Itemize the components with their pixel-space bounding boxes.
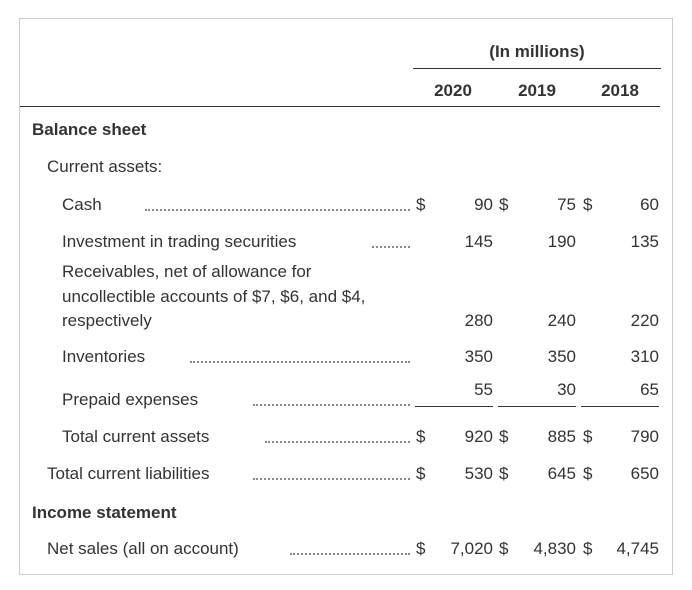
row-label: Prepaid expenses [62,390,199,409]
leader-dots [145,209,410,211]
leader-dots [190,361,410,363]
currency-sign: $ [499,539,509,558]
row-label: Balance sheet [32,120,147,139]
leader-dots [253,478,410,480]
amount: 135 [630,232,659,251]
amount: 530 [464,464,493,483]
row-label: Receivables, net of allowance for [62,262,312,281]
amount: 30 [557,380,576,399]
amount: 885 [547,427,576,446]
row-label: respectively [62,311,152,330]
amount: 90 [474,195,493,214]
currency-sign: $ [583,539,593,558]
total-rule [498,406,576,407]
year-header: 2020 [434,81,472,100]
currency-sign: $ [416,427,426,446]
row-label: Current assets: [47,157,163,176]
total-rule [415,406,493,407]
row-label: Total current assets [62,427,210,446]
header-rule [20,106,660,107]
unit-header: (In millions) [489,42,585,61]
year-header: 2019 [518,81,556,100]
amount: 650 [630,464,659,483]
amount: 310 [630,347,659,366]
leader-dots [265,441,410,443]
amount: 60 [640,195,659,214]
row-label: Income statement [32,503,177,522]
amount: 920 [464,427,493,446]
amount: 280 [464,311,493,330]
amount: 4,830 [533,539,576,558]
leader-dots [372,246,410,248]
amount: 65 [640,380,659,399]
table-frame [19,18,673,575]
leader-dots [290,553,410,555]
leader-dots [253,404,410,406]
currency-sign: $ [583,464,593,483]
amount: 790 [630,427,659,446]
amount: 350 [464,347,493,366]
amount: 55 [474,380,493,399]
row-label: Net sales (all on account) [47,539,239,558]
amount: 7,020 [450,539,493,558]
row-label: Cash [62,195,102,214]
currency-sign: $ [499,427,509,446]
total-rule [581,406,659,407]
amount: 240 [547,311,576,330]
row-label: Investment in trading securities [62,232,297,251]
currency-sign: $ [499,195,509,214]
amount: 75 [557,195,576,214]
row-label: Total current liabilities [47,464,210,483]
amount: 4,745 [616,539,659,558]
amount: 645 [547,464,576,483]
currency-sign: $ [416,464,426,483]
header-rule [413,68,661,69]
currency-sign: $ [583,195,593,214]
amount: 350 [547,347,576,366]
amount: 220 [630,311,659,330]
currency-sign: $ [583,427,593,446]
row-label: uncollectible accounts of $7, $6, and $4… [62,286,366,306]
row-label: Inventories [62,347,146,366]
amount: 145 [464,232,493,251]
currency-sign: $ [416,539,426,558]
currency-sign: $ [499,464,509,483]
amount: 190 [547,232,576,251]
year-header: 2018 [601,81,639,100]
currency-sign: $ [416,195,426,214]
